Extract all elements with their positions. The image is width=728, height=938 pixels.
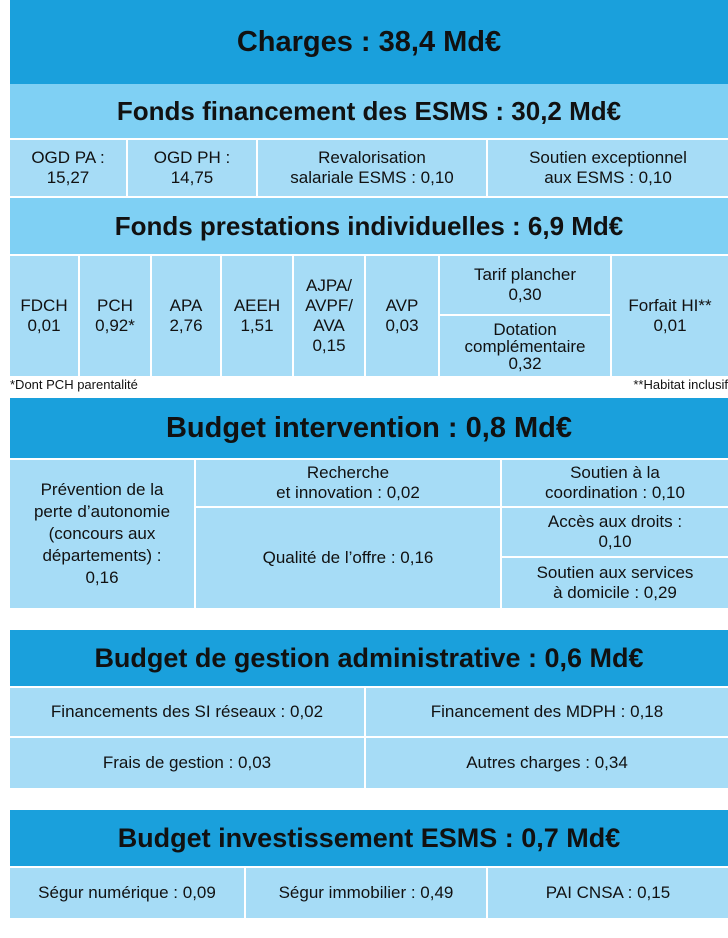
prestation-forfait-hi: Forfait HI** 0,01	[612, 256, 728, 376]
esms-revalorisation: Revalorisation salariale ESMS : 0,10	[258, 140, 486, 196]
prestation-avp: AVP 0,03	[366, 256, 438, 376]
gestion-frais: Frais de gestion : 0,03	[10, 738, 364, 788]
esms-title: Fonds financement des ESMS : 30,2 Md€	[116, 95, 622, 126]
charges-title: Charges : 38,4 Md€	[236, 25, 502, 58]
invest-pai-cnsa: PAI CNSA : 0,15	[488, 868, 728, 918]
footnote-pch: *Dont PCH parentalité	[10, 377, 138, 392]
esms-soutien-exceptionnel: Soutien exceptionnel aux ESMS : 0,10	[488, 140, 728, 196]
intervention-recherche: Recherche et innovation : 0,02	[196, 460, 500, 506]
footnote-habitat: **Habitat inclusif	[633, 377, 728, 392]
gestion-title: Budget de gestion administrative : 0,6 M…	[94, 642, 644, 673]
intervention-title: Budget intervention : 0,8 Md€	[165, 411, 573, 444]
intervention-prevention: Prévention de la perte d’autonomie (conc…	[10, 460, 194, 608]
prestation-ajpa-avpf-ava: AJPA/ AVPF/ AVA 0,15	[294, 256, 364, 376]
gestion-autres-charges: Autres charges : 0,34	[366, 738, 728, 788]
prestation-pch: PCH 0,92*	[80, 256, 150, 376]
intervention-services-domicile: Soutien aux services à domicile : 0,29	[502, 558, 728, 608]
prestations-header	[10, 198, 728, 254]
gestion-si-reseaux: Financements des SI réseaux : 0,02	[10, 688, 364, 736]
prestation-tarif-plancher: Tarif plancher 0,30	[440, 256, 610, 314]
invest-header	[10, 810, 728, 866]
invest-segur-numerique: Ségur numérique : 0,09	[10, 868, 244, 918]
gestion-header	[10, 630, 728, 686]
charges-header	[10, 0, 728, 84]
intervention-acces-droits: Accès aux droits : 0,10	[502, 508, 728, 556]
invest-title: Budget investissement ESMS : 0,7 Md€	[117, 822, 621, 853]
esms-ogd-ph: OGD PH : 14,75	[128, 140, 256, 196]
esms-header	[10, 84, 728, 138]
prestation-aeeh: AEEH 1,51	[222, 256, 292, 376]
prestation-dotation-complementaire: Dotation complémentaire 0,32	[440, 316, 610, 376]
intervention-header	[10, 398, 728, 458]
esms-ogd-pa: OGD PA : 15,27	[10, 140, 126, 196]
gestion-mdph: Financement des MDPH : 0,18	[366, 688, 728, 736]
prestation-apa: APA 2,76	[152, 256, 220, 376]
prestation-fdch: FDCH 0,01	[10, 256, 78, 376]
intervention-coordination: Soutien à la coordination : 0,10	[502, 460, 728, 506]
invest-segur-immobilier: Ségur immobilier : 0,49	[246, 868, 486, 918]
prestations-title: Fonds prestations individuelles : 6,9 Md…	[114, 210, 624, 241]
intervention-qualite: Qualité de l’offre : 0,16	[196, 508, 500, 608]
